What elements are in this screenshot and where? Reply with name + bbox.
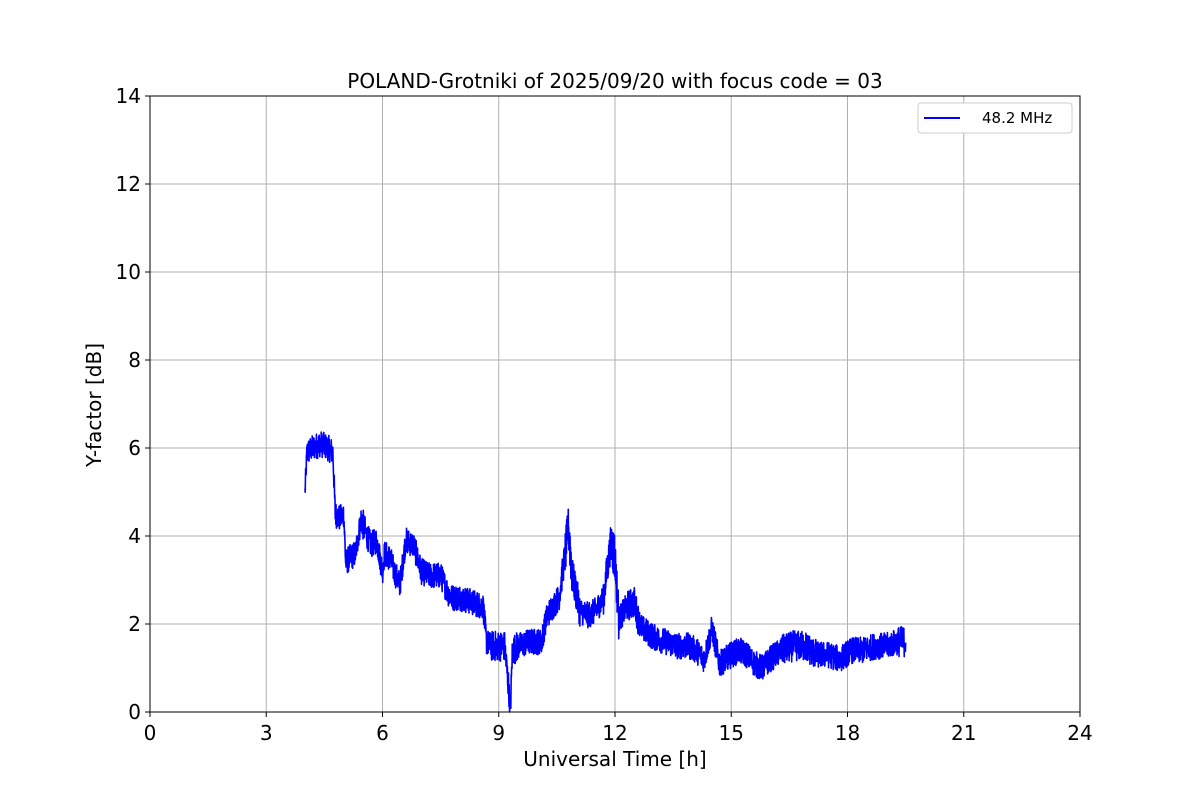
chart-title: POLAND-Grotniki of 2025/09/20 with focus… xyxy=(347,69,882,93)
grid-lines xyxy=(150,96,1080,712)
x-axis-label: Universal Time [h] xyxy=(523,747,706,771)
y-tick-label: 10 xyxy=(116,260,141,284)
y-tick-label: 12 xyxy=(116,172,141,196)
x-tick-label: 3 xyxy=(260,721,273,745)
x-tick-label: 18 xyxy=(835,721,860,745)
y-tick-label: 4 xyxy=(128,524,141,548)
x-tick-label: 6 xyxy=(376,721,389,745)
y-tick-label: 2 xyxy=(128,612,141,636)
y-tick-label: 6 xyxy=(128,436,141,460)
x-tick-label: 9 xyxy=(492,721,505,745)
legend-label: 48.2 MHz xyxy=(982,109,1052,127)
series-layer xyxy=(304,431,907,713)
x-tick-label: 24 xyxy=(1067,721,1092,745)
legend: 48.2 MHz xyxy=(917,102,1073,134)
y-tick-label: 14 xyxy=(116,84,141,108)
series-line-48-2-mhz xyxy=(304,431,907,713)
legend-box xyxy=(917,102,1073,134)
y-axis-label: Y-factor [dB] xyxy=(82,343,106,468)
x-tick-label: 12 xyxy=(602,721,627,745)
x-tick-label: 21 xyxy=(951,721,976,745)
x-tick-label: 15 xyxy=(719,721,744,745)
x-tick-label: 0 xyxy=(144,721,157,745)
y-tick-label: 0 xyxy=(128,700,141,724)
y-tick-label: 8 xyxy=(128,348,141,372)
